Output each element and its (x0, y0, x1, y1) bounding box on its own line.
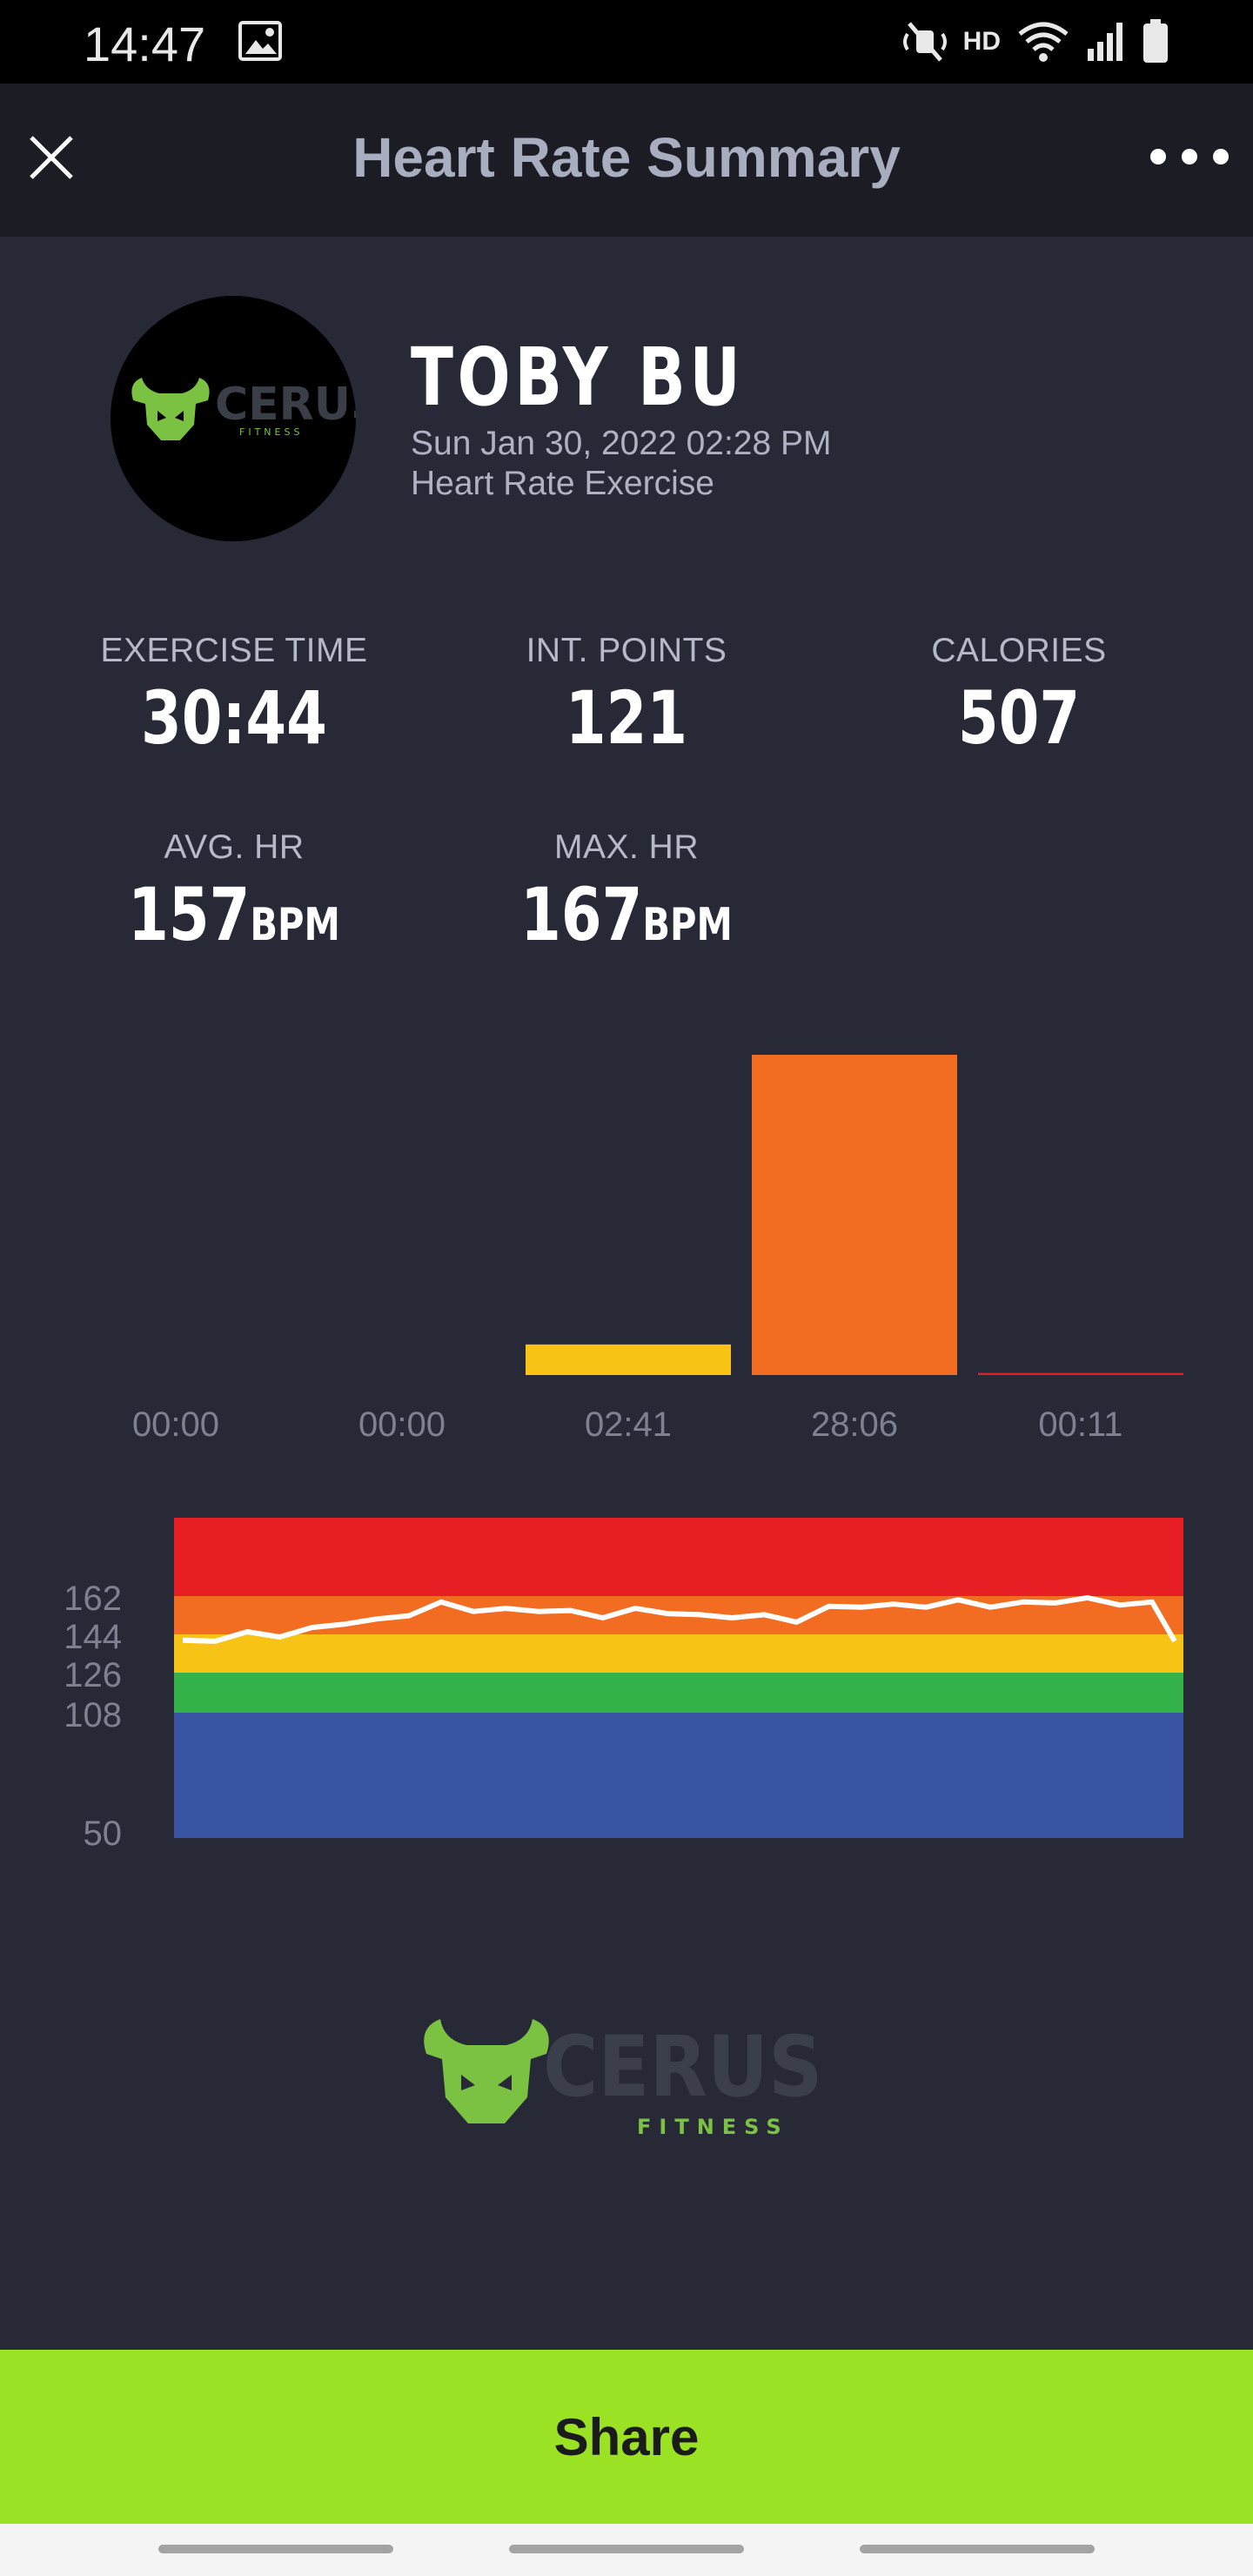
workout-date: Sun Jan 30, 2022 02:28 PM (411, 425, 832, 462)
max-hr-unit: BPM (642, 899, 733, 951)
image-icon (238, 21, 282, 61)
more-options-icon[interactable] (1150, 138, 1229, 176)
zone-bar-label: 00:11 (1038, 1405, 1122, 1444)
stat-value: 157BPM (81, 872, 387, 957)
zone-bar-label: 02:41 (585, 1405, 672, 1444)
hr-zone-band (174, 1713, 1183, 1838)
page-title: Heart Rate Summary (352, 126, 901, 189)
hr-y-tick: 144 (64, 1618, 122, 1656)
hr-zone-band (174, 1518, 1183, 1596)
hr-y-tick: 162 (64, 1580, 122, 1618)
network-label: HD (962, 27, 1001, 56)
zone-bar (526, 1344, 731, 1375)
stat-label: EXERCISE TIME (100, 632, 368, 669)
hr-y-tick: 108 (64, 1696, 122, 1734)
battery-icon (1143, 19, 1168, 63)
stat-value: 167BPM (473, 872, 780, 957)
brand-text: CERUS (543, 2018, 822, 2116)
brand-logo: CERUS FITNESS (424, 2018, 822, 2139)
avatar-brand-sub: FITNESS (239, 426, 303, 438)
user-name: TOBY BU (411, 331, 745, 424)
system-nav-bar (0, 2524, 1253, 2576)
nav-recents-button[interactable] (158, 2545, 393, 2553)
hr-zone-band (174, 1673, 1183, 1713)
signal-icon (1088, 23, 1122, 61)
stat-max-hr: MAX. HR 167BPM (435, 828, 818, 957)
stat-value: 30:44 (141, 675, 327, 761)
zone-bar-label: 00:00 (358, 1405, 446, 1444)
stat-int-points: INT. POINTS 121 (435, 632, 818, 761)
bull-logo-icon: CERUS FITNESS (131, 378, 356, 440)
share-label: Share (553, 2407, 700, 2466)
stat-avg-hr: AVG. HR 157BPM (43, 828, 425, 957)
hr-line (182, 1594, 1177, 1644)
zone-time-chart: 00:00 00:00 02:41 28:06 00:11 (132, 1055, 1183, 1444)
hr-y-tick: 126 (64, 1656, 122, 1694)
close-icon[interactable] (23, 129, 80, 186)
bull-logo-icon (424, 2019, 549, 2123)
avg-hr-unit: BPM (250, 899, 340, 951)
stat-exercise-time: EXERCISE TIME 30:44 (43, 632, 425, 761)
status-icons: HD (902, 17, 1169, 66)
zone-bar (978, 1372, 1183, 1375)
nav-back-button[interactable] (860, 2545, 1095, 2553)
wifi-icon (1018, 22, 1069, 62)
hr-y-tick: 50 (84, 1815, 123, 1853)
app-bar: Heart Rate Summary (0, 84, 1253, 237)
zone-bar-label: 28:06 (811, 1405, 898, 1444)
nav-home-button[interactable] (509, 2545, 744, 2553)
stat-label: AVG. HR (164, 828, 305, 866)
stat-calories: CALORIES 507 (828, 632, 1210, 761)
max-hr-value: 167 (520, 872, 643, 957)
share-button[interactable]: Share (0, 2350, 1253, 2524)
stat-label: INT. POINTS (526, 632, 727, 669)
workout-type: Heart Rate Exercise (411, 465, 714, 502)
status-time: 14:47 (84, 17, 206, 71)
zone-bar (752, 1055, 957, 1375)
stat-label: MAX. HR (553, 828, 699, 866)
stat-value: 121 (565, 675, 688, 761)
more-dot (1150, 149, 1166, 164)
hr-zone-band (174, 1634, 1183, 1673)
stat-value: 507 (957, 675, 1081, 761)
avatar: CERUS FITNESS (111, 296, 356, 541)
avg-hr-value: 157 (128, 872, 251, 957)
more-dot (1213, 149, 1229, 164)
stat-label: CALORIES (931, 632, 1107, 669)
mute-icon (902, 22, 947, 62)
avatar-brand-text: CERUS (215, 379, 356, 431)
more-dot (1182, 149, 1197, 164)
status-bar: 14:47 HD (0, 0, 1253, 84)
zone-bar-label: 00:00 (132, 1405, 219, 1444)
brand-sub: FITNESS (637, 2115, 789, 2139)
